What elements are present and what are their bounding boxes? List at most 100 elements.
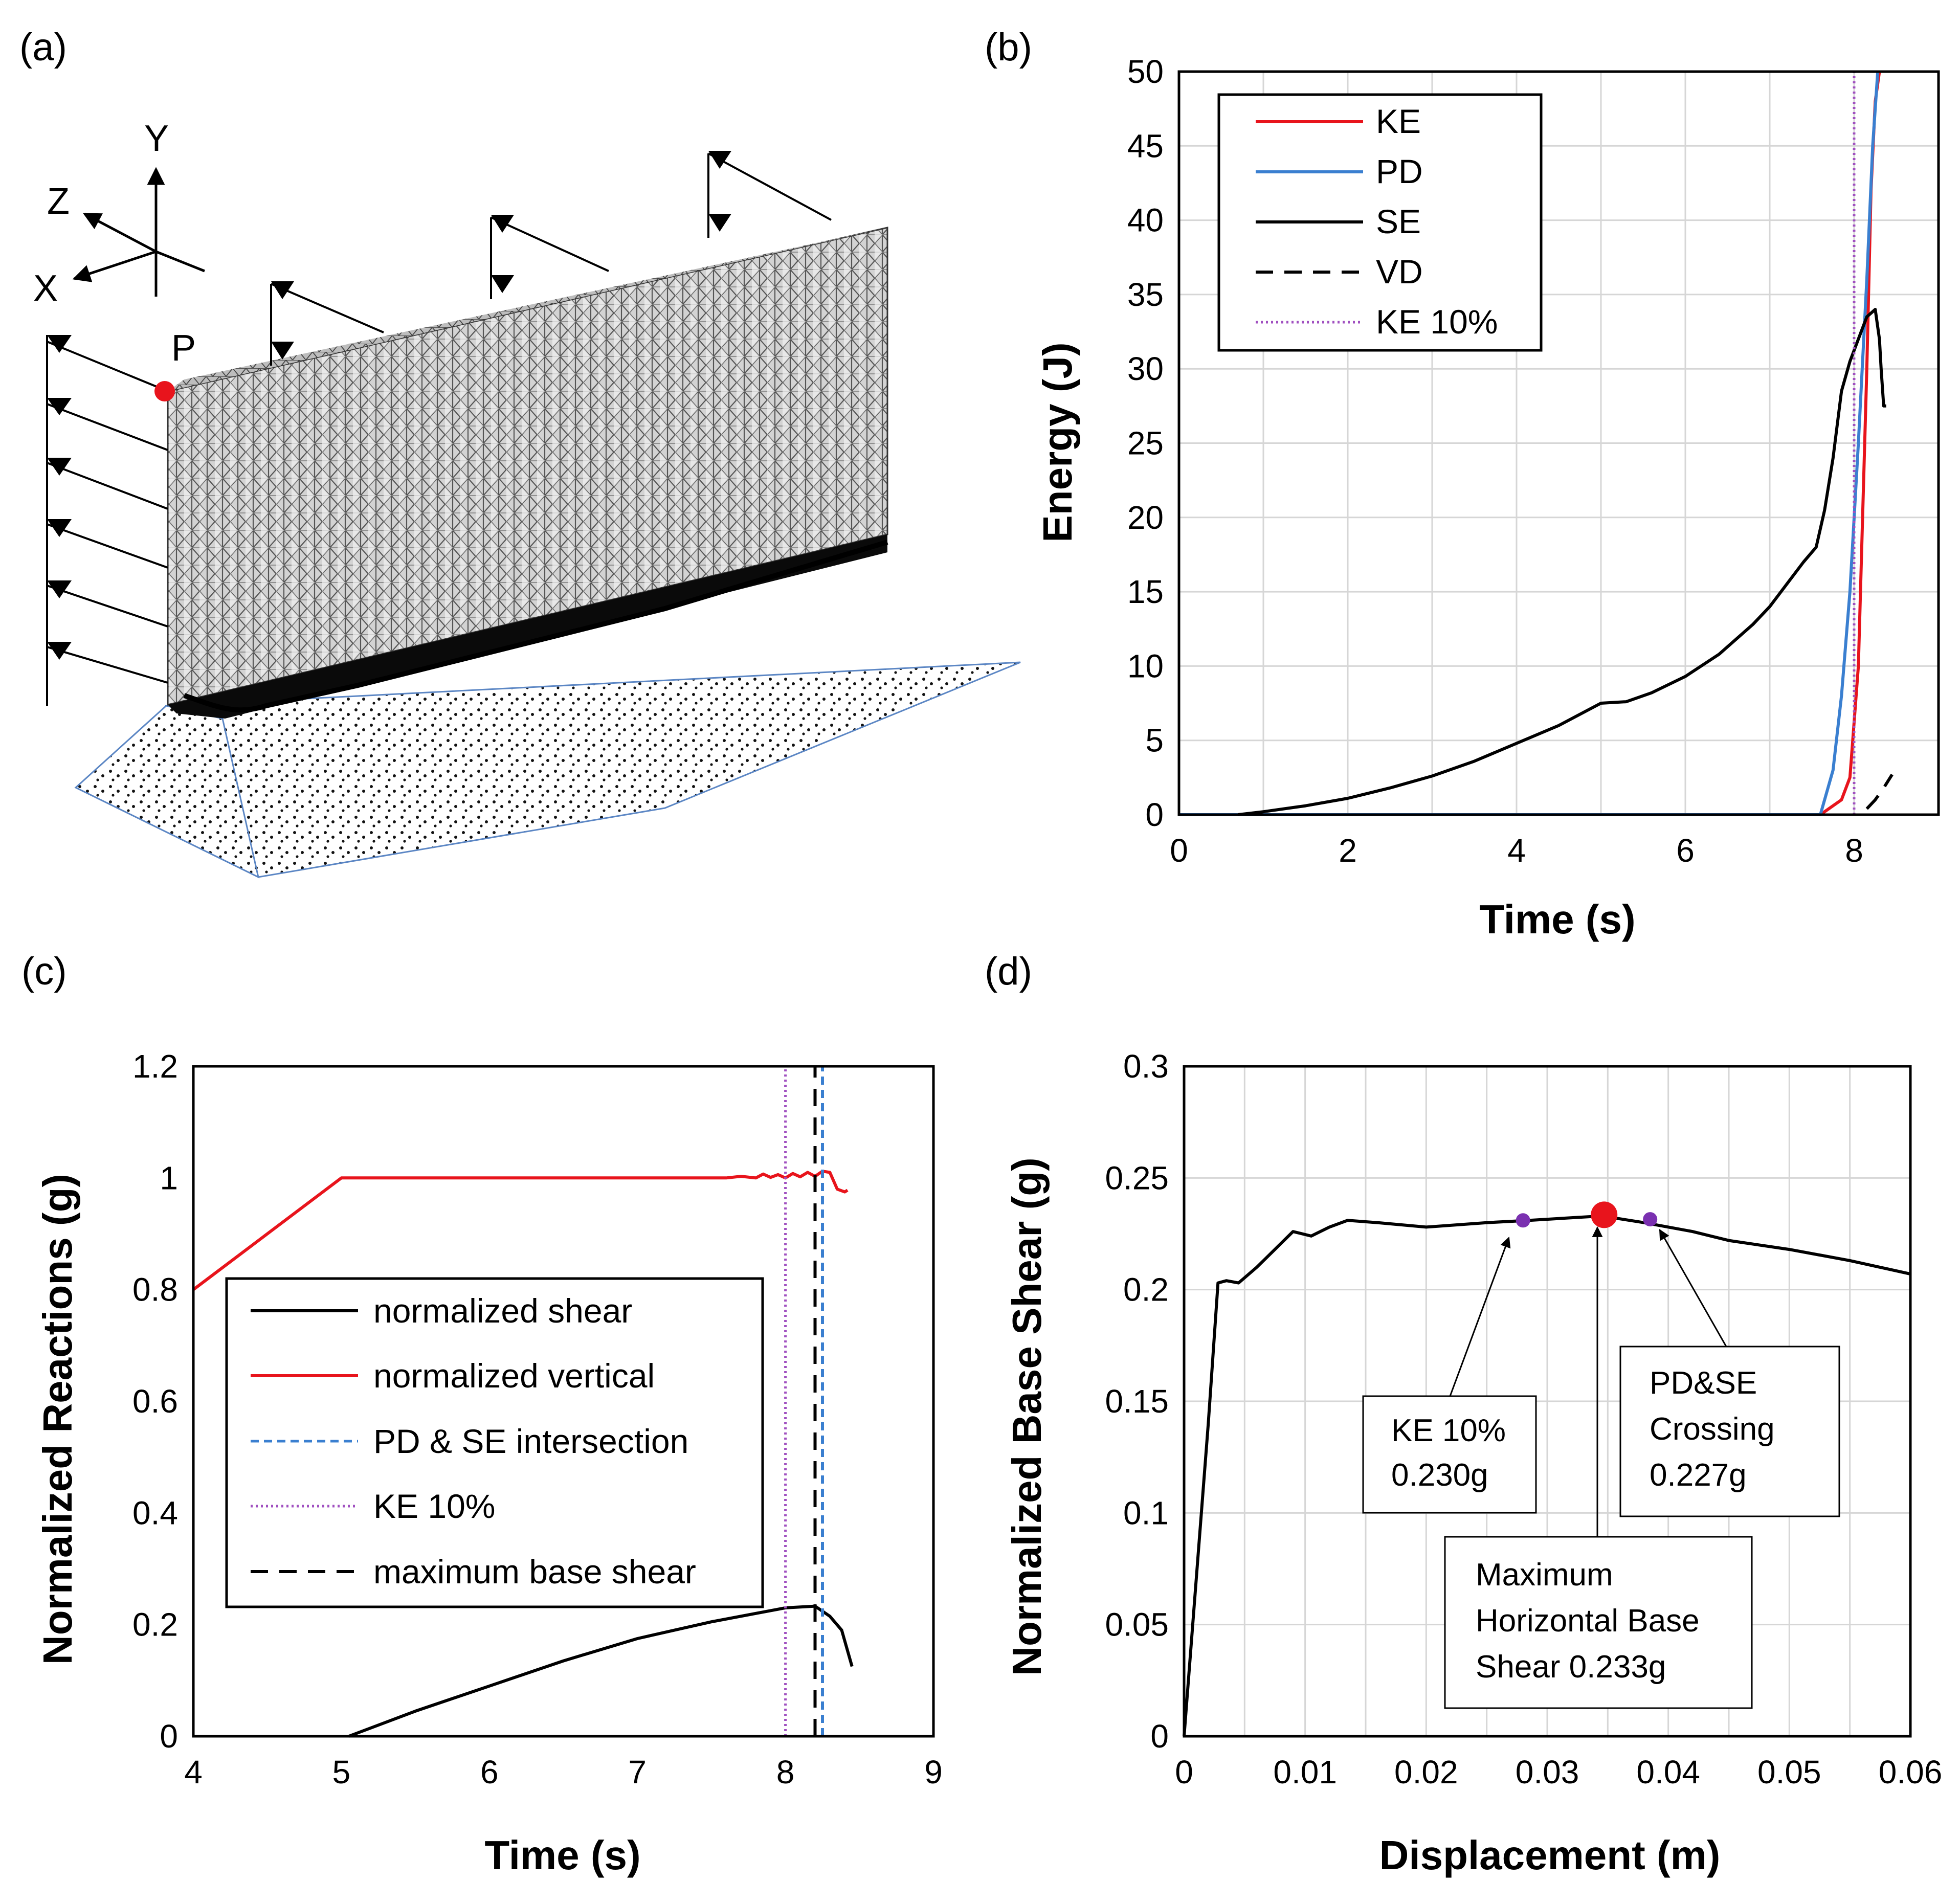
legend-label-pd: PD — [1376, 152, 1423, 190]
marker-maximum — [1591, 1201, 1618, 1228]
y-tick-label: 10 — [1127, 647, 1164, 684]
legend-box — [225, 1277, 764, 1608]
panel-a-label: (a) — [19, 26, 67, 69]
y-tick-label: 1.2 — [132, 1048, 178, 1085]
annotation-pdse: PD&SE Crossing 0.227g — [1619, 1229, 1840, 1517]
load-profile-left — [46, 335, 168, 706]
x-tick-label: 9 — [924, 1754, 943, 1790]
z-axis-label: Z — [47, 181, 70, 222]
x-tick-label: 0.05 — [1757, 1754, 1821, 1790]
legend-label-max: maximum base shear — [373, 1553, 696, 1591]
marker-pd-se — [1643, 1212, 1658, 1227]
axes-triad — [72, 167, 205, 297]
annotation-max: Maximum Horizontal Base Shear 0.233g — [1444, 1226, 1753, 1709]
axis-stub — [155, 250, 205, 273]
annotation-arrow — [1659, 1229, 1727, 1347]
y-tick-label: 0 — [160, 1718, 178, 1755]
x-tick-label: 0.06 — [1879, 1754, 1943, 1790]
plot-frame — [1177, 70, 1940, 816]
series-normalized-shear — [348, 1604, 854, 1738]
x-tick-label: 2 — [1339, 832, 1357, 869]
panel-b-label: (b) — [985, 26, 1032, 69]
y-tick-label: 0.25 — [1105, 1159, 1169, 1196]
y-tick-label: 5 — [1145, 722, 1164, 759]
legend-label-pdse: PD & SE intersection — [373, 1422, 688, 1460]
wall-damage-edge — [183, 540, 888, 713]
y-tick-label: 0.15 — [1105, 1383, 1169, 1420]
y-tick-label: 50 — [1127, 53, 1164, 90]
series-normalized-vertical — [192, 1170, 849, 1291]
y-tick-label: 0.6 — [132, 1383, 178, 1420]
annotation-line: 0.227g — [1650, 1458, 1747, 1493]
y-tick-label: 0.2 — [132, 1606, 178, 1643]
y-tick-label: 25 — [1127, 425, 1164, 462]
annotation-box — [1362, 1395, 1537, 1514]
legend-label-vd: VD — [1376, 253, 1423, 290]
legend-label-se: SE — [1376, 203, 1421, 240]
series-se — [1238, 308, 1886, 816]
x-tick-label: 0.01 — [1273, 1754, 1337, 1790]
load-profile-4 — [707, 151, 832, 238]
legend-label-ke10: KE 10% — [373, 1487, 495, 1525]
z-axis-arrow — [82, 212, 157, 253]
wall-base-layer — [168, 534, 887, 719]
legend-label-shear: normalized shear — [373, 1292, 632, 1330]
legend-label-ke: KE — [1376, 102, 1421, 140]
annotation-box — [1444, 1536, 1753, 1709]
x-tick-label: 7 — [628, 1754, 647, 1790]
point-p-marker — [154, 381, 175, 401]
x-axis-arrow — [72, 250, 157, 282]
y-tick-label: 0 — [1145, 796, 1164, 833]
panel-c-ylabel: Normalized Reactions (g) — [35, 1174, 80, 1665]
panel-c: (c) 4 5 6 7 8 9 0 0.2 0.4 0.6 0.8 1 1.2 Time (s) Nor… — [21, 950, 943, 1878]
load-profile-3 — [490, 215, 609, 299]
annotation-box — [1619, 1346, 1840, 1517]
x-axis-label: X — [33, 268, 58, 309]
x-tick-label: 5 — [332, 1754, 351, 1790]
panel-a: (a) Y Z X — [19, 26, 1021, 879]
x-tick-label: 0.03 — [1516, 1754, 1579, 1790]
panel-d-xlabel: Displacement (m) — [1379, 1832, 1721, 1878]
x-tick-label: 0 — [1175, 1754, 1193, 1790]
y-tick-label: 45 — [1127, 127, 1164, 164]
y-tick-label: 0 — [1150, 1718, 1169, 1755]
annotation-line: Maximum — [1476, 1557, 1613, 1593]
x-tick-label: 8 — [776, 1754, 795, 1790]
y-tick-label: 1 — [160, 1159, 178, 1196]
legend-label-ke10: KE 10% — [1376, 303, 1498, 341]
panel-c-xlabel: Time (s) — [484, 1832, 640, 1878]
series-vd — [1865, 773, 1894, 810]
panel-d-label: (d) — [985, 950, 1032, 993]
panel-c-label: (c) — [21, 950, 67, 993]
y-tick-label: 0.1 — [1123, 1494, 1169, 1531]
series-base-shear — [1183, 1214, 1911, 1737]
annotation-line: PD&SE — [1650, 1365, 1757, 1401]
y-tick-label: 30 — [1127, 350, 1164, 387]
x-tick-label: 6 — [1676, 832, 1695, 869]
x-tick-label: 8 — [1845, 832, 1863, 869]
x-tick-label: 6 — [480, 1754, 499, 1790]
x-tick-label: 0.04 — [1636, 1754, 1700, 1790]
wall-top-face — [168, 228, 887, 391]
panel-d-ylabel: Normalized Base Shear (g) — [1004, 1157, 1050, 1676]
y-tick-label: 0.3 — [1123, 1048, 1169, 1085]
annotation-arrow — [1449, 1237, 1511, 1397]
panel-b: (b) 0 2 4 6 8 0 5 10 15 20 25 30 35 40 45 50 Time (s) E… — [985, 26, 1940, 942]
y-tick-label: 0.4 — [132, 1494, 178, 1531]
y-tick-label: 20 — [1127, 499, 1164, 536]
annotation-line: KE 10% — [1391, 1413, 1506, 1448]
y-tick-label: 0.05 — [1105, 1606, 1169, 1643]
load-profile-2 — [270, 281, 384, 366]
panel-b-legend: KE PD SE VD KE 10% — [1217, 93, 1543, 352]
x-tick-label: 4 — [184, 1754, 203, 1790]
legend-label-vertical: normalized vertical — [373, 1357, 655, 1395]
plot-frame — [1183, 1065, 1912, 1738]
plot-frame — [192, 1065, 935, 1738]
y-tick-label: 15 — [1127, 573, 1164, 610]
x-tick-label: 0.02 — [1394, 1754, 1458, 1790]
panel-b-xlabel: Time (s) — [1479, 897, 1635, 942]
annotation-ke10: KE 10% 0.230g — [1362, 1237, 1537, 1514]
y-tick-label: 0.8 — [132, 1271, 178, 1308]
panel-d: (d) 0 0.01 0.02 0.03 0.04 0.05 0.06 0 0.05 0.1 0.1… — [985, 950, 1942, 1878]
